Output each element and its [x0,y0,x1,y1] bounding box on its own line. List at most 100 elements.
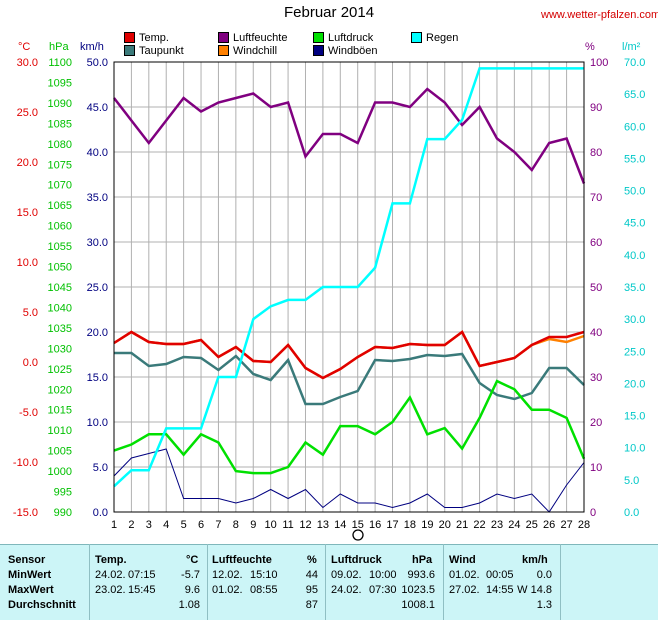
series-line-taupunkt [114,351,585,406]
table-cell-h-date: 01.02. [212,584,243,596]
table-cell-h-val: 95 [305,584,318,596]
rain-tick-label: 0.0 [624,507,639,519]
table-divider [89,544,90,620]
table-cell-p-time: 10:00 [369,569,397,581]
table-cell-p-date: 24.02. [331,584,362,596]
legend-swatch-windchill [218,45,229,56]
pressure-tick-label: 1000 [48,466,72,478]
x-tick-label: 23 [491,519,503,531]
legend-label-windboeen: Windböen [328,45,378,57]
humidity-tick-label: 70 [590,192,602,204]
humidity-tick-label: 50 [590,282,602,294]
grid [113,61,585,513]
x-tick-label: 2 [128,519,134,531]
series-group [113,67,586,513]
wind-tick-label: 25.0 [87,282,108,294]
legend-swatch-luftdruck [313,32,324,43]
temp-tick-label: 0.0 [23,357,38,369]
humidity-tick-label: 30 [590,372,602,384]
x-tick-label: 27 [560,519,572,531]
table-header-wind: Wind [449,554,476,566]
legend-swatch-windboeen [313,45,324,56]
series-line-luftfeuchte [113,87,586,184]
pressure-tick-label: 1045 [48,282,72,294]
plot-frame [113,61,585,513]
table-cell-w-date: 01.02. [449,569,480,581]
table-header-pressure: Luftdruck [331,554,382,566]
legend-label-taupunkt: Taupunkt [139,45,184,57]
rain-tick-label: 35.0 [624,282,645,294]
legend-swatch-luftfeuchte [218,32,229,43]
pressure-tick-label: 1060 [48,221,72,233]
pressure-tick-label: 1020 [48,384,72,396]
table-cell-label: MaxWert [8,584,54,596]
rain-tick-label: 40.0 [624,250,645,262]
rain-tick-label: 20.0 [624,378,645,390]
pressure-tick-label: 1070 [48,180,72,192]
temp-tick-label: 25.0 [17,107,38,119]
temp-tick-label: -5.0 [19,407,38,419]
rain-unit-label: l/m² [622,41,641,53]
rain-tick-label: 10.0 [624,443,645,455]
table-cell-t-time: 15:45 [128,584,156,596]
table-cell-t-date: 24.02. [95,569,126,581]
pressure-tick-label: 1095 [48,77,72,89]
legend-swatch-regen [411,32,422,43]
humidity-tick-label: 40 [590,327,602,339]
x-tick-label: 18 [404,519,416,531]
summary-table: Sensor Temp. °C Luftfeuchte % Luftdruck … [0,544,658,620]
wind-tick-label: 50.0 [87,57,108,69]
pressure-tick-label: 1055 [48,241,72,253]
legend-label-temp: Temp. [139,32,169,44]
table-cell-p-val: 1023.5 [401,584,435,596]
table-cell-p-val: 1008.1 [401,599,435,611]
table-cell-h-time: 08:55 [250,584,278,596]
rain-tick-label: 45.0 [624,218,645,230]
table-cell-w-val: 1.3 [536,599,552,611]
table-cell-h-date: 12.02. [212,569,243,581]
table-cell-w-time: 14:55 [486,584,514,596]
humidity-tick-label: 80 [590,147,602,159]
table-cell-h-time: 15:10 [250,569,278,581]
humidity-tick-label: 100 [590,57,608,69]
wind-tick-label: 45.0 [87,102,108,114]
x-tick-label: 26 [543,519,555,531]
rain-tick-label: 30.0 [624,314,645,326]
pressure-tick-label: 1010 [48,425,72,437]
axis-ticks: 1 2 3 4 5 6 7 8 9 10 11 12 13 14 15 16 17 18 19 20 21 22 23 24 2… [13,57,646,531]
table-cell-t-val: 1.08 [178,599,200,611]
pressure-unit-label: hPa [49,41,69,53]
x-tick-label: 20 [439,519,451,531]
pressure-tick-label: 1065 [48,200,72,212]
rain-tick-label: 25.0 [624,346,645,358]
x-tick-label: 28 [578,519,590,531]
x-tick-label: 16 [369,519,381,531]
legend-label-luftdruck: Luftdruck [328,32,374,44]
rain-tick-label: 50.0 [624,186,645,198]
table-cell-t-val: 9.6 [184,584,200,596]
x-tick-label: 19 [421,519,433,531]
table-cell-label: MinWert [8,569,52,581]
x-tick-label: 10 [265,519,277,531]
site-link[interactable]: www.wetter-pfalzen.com [541,9,658,21]
table-cell-p-val: 993.6 [407,569,435,581]
x-tick-label: 11 [282,519,293,531]
table-divider [443,544,444,620]
wind-tick-label: 40.0 [87,147,108,159]
temp-unit-label: °C [18,41,31,53]
wind-tick-label: 20.0 [87,327,108,339]
pressure-tick-label: 1015 [48,405,72,417]
temp-tick-label: 20.0 [17,157,38,169]
wind-tick-label: 5.0 [93,462,108,474]
x-tick-label: 6 [198,519,204,531]
temp-tick-label: 5.0 [23,307,38,319]
pressure-tick-label: 1050 [48,262,72,274]
x-tick-label: 25 [526,519,538,531]
x-tick-label: 5 [181,519,187,531]
rain-tick-label: 65.0 [624,89,645,101]
pressure-tick-label: 1030 [48,343,72,355]
pressure-tick-label: 995 [54,487,72,499]
rain-tick-label: 5.0 [624,475,639,487]
table-cell-w-val: 0.0 [536,569,552,581]
